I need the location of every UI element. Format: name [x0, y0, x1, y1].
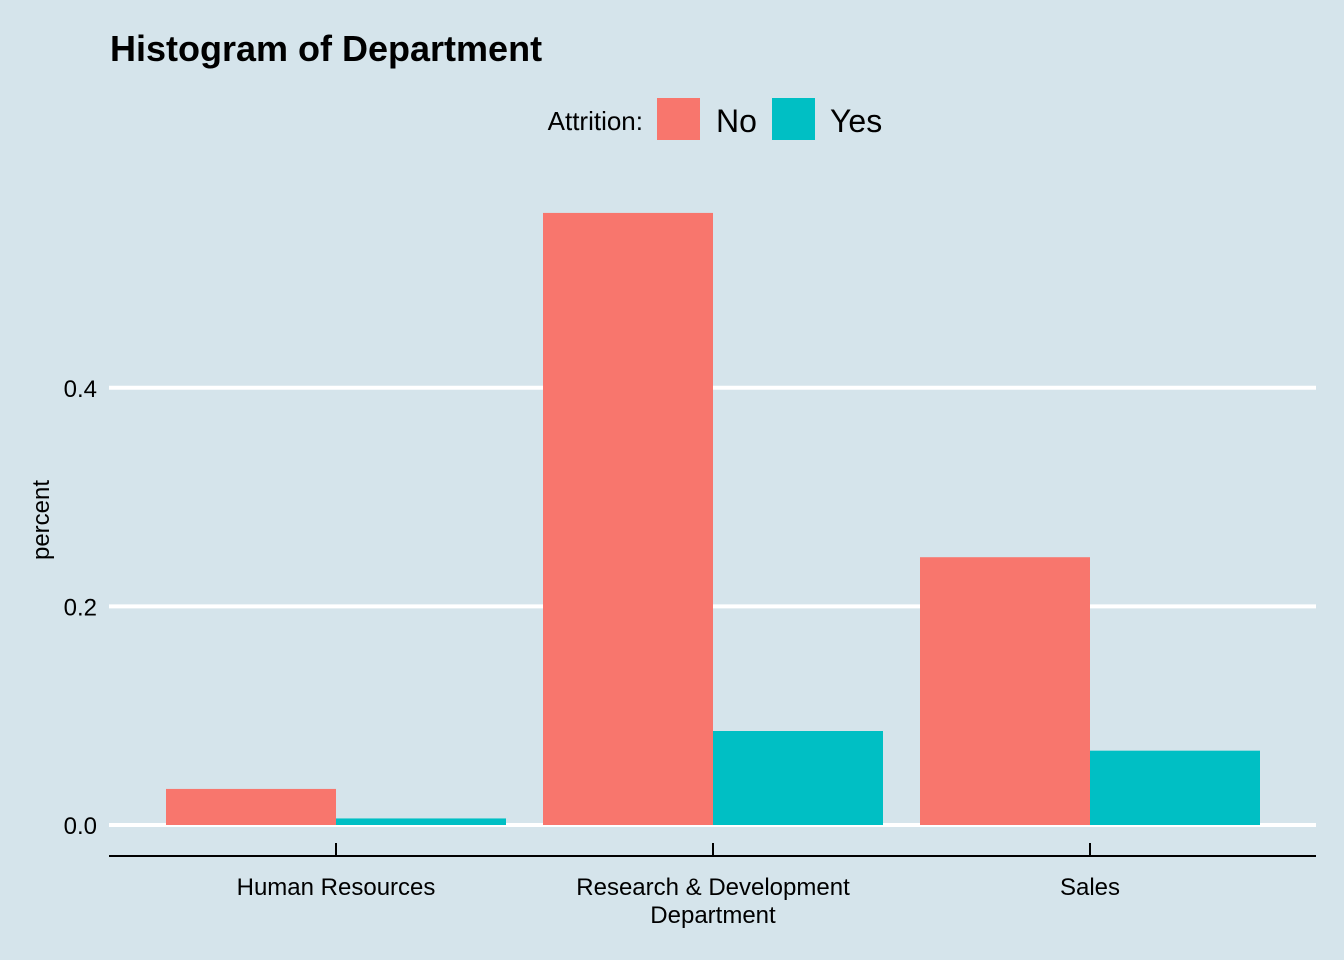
legend: Attrition: No Yes: [548, 98, 882, 140]
legend-label-no: No: [716, 103, 757, 139]
y-axis-ticks: 0.0 0.2 0.4: [64, 376, 97, 840]
legend-label-yes: Yes: [830, 103, 882, 139]
bar-no-0: [166, 788, 336, 825]
legend-swatch-no: [657, 98, 700, 140]
bar-yes-1: [713, 731, 883, 825]
legend-title: Attrition:: [548, 106, 643, 136]
x-axis-ticks: Human Resources Research & Development Sal…: [237, 843, 1120, 901]
y-tick-label: 0.2: [64, 594, 97, 621]
bar-yes-0: [336, 818, 506, 825]
bar-no-2: [920, 557, 1090, 825]
y-axis-label: percent: [28, 480, 55, 560]
bars: [166, 212, 1260, 826]
x-axis-label: Department: [650, 902, 776, 929]
x-tick-label: Human Resources: [237, 874, 436, 901]
bar-no-1: [543, 212, 713, 826]
legend-swatch-yes: [772, 98, 815, 140]
x-tick-label: Sales: [1060, 874, 1120, 901]
bar-yes-2: [1090, 750, 1260, 825]
y-tick-label: 0.0: [64, 813, 97, 840]
chart-title: Histogram of Department: [110, 28, 542, 69]
y-tick-label: 0.4: [64, 376, 97, 403]
x-tick-label: Research & Development: [576, 874, 850, 901]
